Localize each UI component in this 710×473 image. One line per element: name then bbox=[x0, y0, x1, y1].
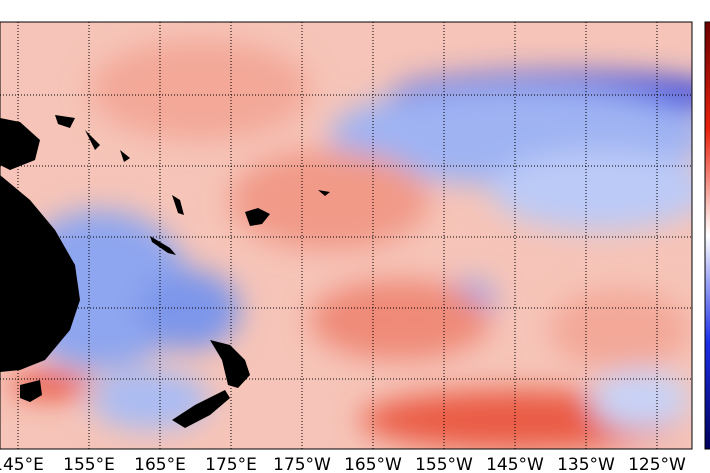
longitude-label: 125°W bbox=[628, 455, 686, 473]
longitude-label: 145°W bbox=[486, 455, 544, 473]
longitude-label: 175°E bbox=[205, 455, 257, 473]
map-field bbox=[0, 22, 692, 449]
longitude-label: 155°E bbox=[63, 455, 115, 473]
map-frame bbox=[0, 21, 693, 450]
longitude-label: 175°W bbox=[273, 455, 331, 473]
longitude-label: 135°W bbox=[557, 455, 615, 473]
longitude-label: 165°W bbox=[344, 455, 402, 473]
anomaly-patches bbox=[10, 40, 692, 449]
longitude-label: 155°W bbox=[415, 455, 473, 473]
longitude-labels: 145°E 155°E 165°E 175°E 175°W 165°W 155°W 145°W… bbox=[0, 455, 686, 473]
graticule bbox=[0, 22, 692, 449]
longitude-label: 145°E bbox=[0, 455, 44, 473]
colorbar bbox=[704, 21, 710, 450]
land bbox=[0, 115, 330, 428]
longitude-label: 165°E bbox=[134, 455, 186, 473]
